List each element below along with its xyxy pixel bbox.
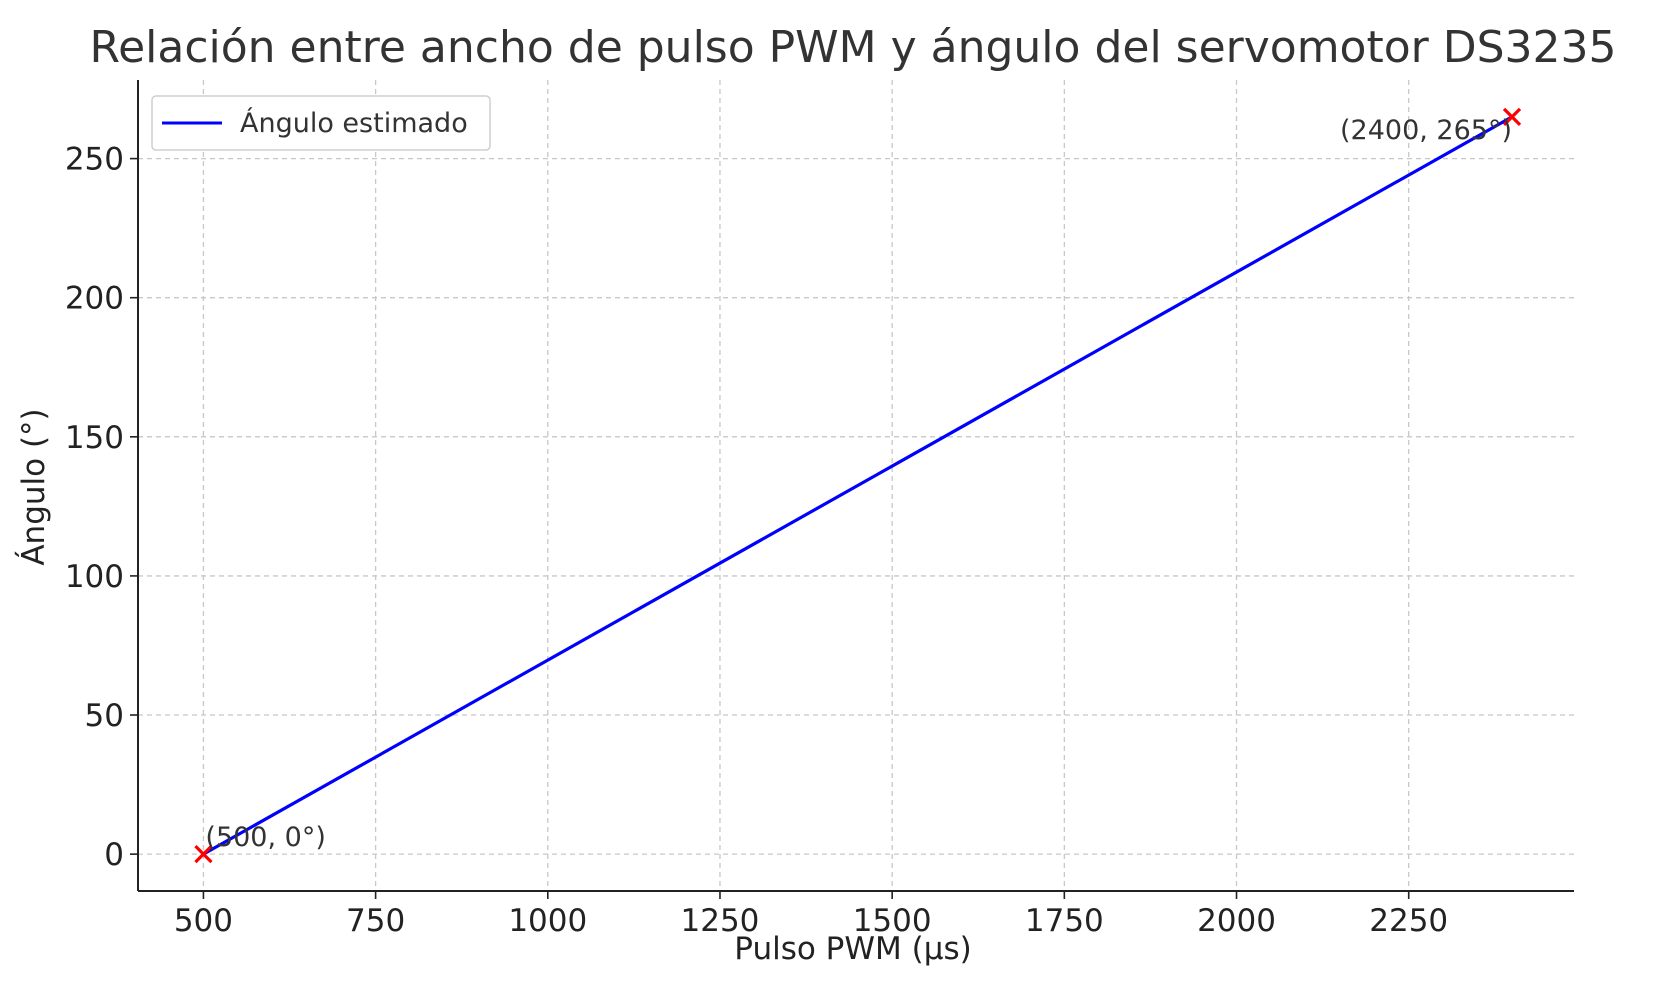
endpoint-marker [194,845,213,864]
x-tick-label: 1500 [853,903,932,939]
marker-stroke [1502,107,1522,126]
legend-box [151,95,491,151]
x-tick-label: 500 [174,903,233,939]
grid-lines [138,80,1574,891]
marker-stroke [194,845,213,864]
y-tick-label: 150 [65,420,124,456]
x-tick-label: 2000 [1197,903,1276,939]
endpoint-marker [1502,107,1522,126]
y-tick-label: 200 [65,281,124,317]
marker-annotation: (500, 0°) [205,822,325,853]
y-axis-ticks: 0 50 100 150 200 250 [65,142,138,873]
y-tick-label: 50 [85,698,124,734]
x-tick-label: 750 [346,903,405,939]
x-tick-label: 2250 [1369,903,1448,939]
y-tick-label: 250 [65,142,124,178]
x-axis-ticks: 500 750 1000 1250 1500 1750 2000 2250 [174,891,1448,939]
series-lines [202,115,1513,856]
chart-title: Relación entre ancho de pulso PWM y ángu… [89,22,1616,73]
x-axis-label: Pulso PWM (µs) [734,931,971,967]
series-line-angulo-estimado [202,115,1513,856]
endpoint-markers: (500, 0°) (2400, 265°) [194,107,1522,864]
y-tick-label: 100 [65,559,124,595]
x-tick-label: 1750 [1025,903,1104,939]
y-axis-label: Ángulo (°) [16,408,52,565]
y-tick-label: 0 [104,837,124,873]
x-tick-label: 1000 [508,903,587,939]
legend-label-angulo-estimado: Ángulo estimado [240,107,468,139]
axes [137,80,1574,892]
x-tick-label: 1250 [681,903,760,939]
marker-annotation: (2400, 265°) [1340,115,1512,146]
legend: Ángulo estimado [151,95,491,151]
